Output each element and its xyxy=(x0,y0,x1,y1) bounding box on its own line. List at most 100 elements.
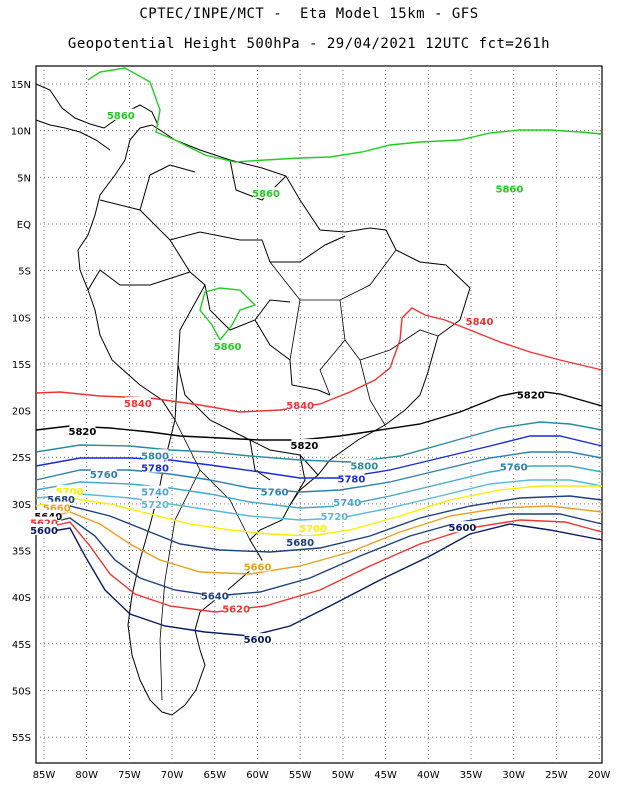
contour-label: 5840 xyxy=(124,399,152,410)
contour-label-bg xyxy=(214,340,241,352)
lat-tick-label: 45S xyxy=(12,640,31,651)
lat-tick-label: 10S xyxy=(12,313,31,324)
contour-label: 5680 xyxy=(47,495,75,506)
contour-label-bg xyxy=(321,509,348,521)
contour-5680 xyxy=(35,495,603,553)
contour-label: 5800 xyxy=(350,462,378,473)
contour-label: 5720 xyxy=(141,500,169,511)
lat-tick-label: 20S xyxy=(12,407,31,418)
map-frame xyxy=(35,65,603,764)
contour-label: 5800 xyxy=(141,451,169,462)
lon-tick-label: 40W xyxy=(417,770,440,781)
lat-tick-label: 5S xyxy=(18,267,31,278)
contour-label-bg xyxy=(253,187,280,199)
lon-tick-label: 70W xyxy=(161,770,184,781)
contour-label-bg xyxy=(517,388,544,400)
lon-tick-label: 45W xyxy=(374,770,397,781)
contour-label-bg xyxy=(351,459,378,471)
contour-label-bg xyxy=(48,493,75,505)
contour-label: 5700 xyxy=(56,487,84,498)
contour-label: 5860 xyxy=(252,189,280,200)
axis-ticks: 85W 80W 75W 70W 65W 60W 55W 50W 45W 40W 35W 30W 25W 2… xyxy=(11,80,611,781)
contour-label-bg xyxy=(31,523,57,535)
contour-label-bg xyxy=(223,602,250,614)
contour-label-bg xyxy=(244,633,271,645)
contour-label-bg xyxy=(449,521,476,533)
contour-label: 5860 xyxy=(214,342,242,353)
contour-label-bg xyxy=(142,497,169,509)
lon-tick-label: 65W xyxy=(203,770,226,781)
lon-tick-label: 60W xyxy=(246,770,269,781)
contour-label-bg xyxy=(338,472,365,484)
contour-label: 5600 xyxy=(30,526,58,537)
contour-5720 xyxy=(35,479,603,521)
contour-label-bg xyxy=(142,461,169,473)
brazil-states xyxy=(269,249,439,426)
lon-tick-label: 85W xyxy=(33,770,56,781)
contour-label-bg xyxy=(43,501,70,513)
contour-5840 xyxy=(35,307,603,413)
contour-label: 5860 xyxy=(107,111,135,122)
southern-cone xyxy=(159,419,251,701)
lon-tick-label: 80W xyxy=(75,770,98,781)
lat-tick-label: 40S xyxy=(12,593,31,604)
contour-label: 5840 xyxy=(286,401,314,412)
contour-label: 5820 xyxy=(517,391,545,402)
contour-label-bg xyxy=(90,467,117,479)
lat-tick-label: 25S xyxy=(12,453,31,464)
lat-tick-label: 30S xyxy=(12,500,31,511)
lat-tick-label: 15S xyxy=(12,360,31,371)
country-borders xyxy=(87,159,346,506)
contour-label-bg xyxy=(334,495,361,507)
contour-5640 xyxy=(35,513,603,597)
lon-tick-label: 25W xyxy=(545,770,568,781)
contour-5780 xyxy=(35,435,603,479)
contour-label-bg xyxy=(496,182,523,194)
contour-5860-interior xyxy=(199,287,257,342)
lon-tick-label: 75W xyxy=(118,770,141,781)
lon-tick-label: 50W xyxy=(332,770,355,781)
contour-label: 5820 xyxy=(69,427,97,438)
contour-5700 xyxy=(35,485,602,537)
contour-label: 5760 xyxy=(500,463,528,474)
coastlines-and-borders xyxy=(35,83,471,716)
contour-label-bg xyxy=(500,460,527,472)
contour-label-bg xyxy=(261,485,288,497)
contour-5620 xyxy=(35,519,603,613)
contour-5800 xyxy=(35,421,603,463)
contour-label-bg xyxy=(56,484,83,496)
contour-5600 xyxy=(35,523,603,637)
contour-label: 5620 xyxy=(222,604,250,615)
contour-label: 5600 xyxy=(449,523,477,534)
lon-tick-label: 55W xyxy=(289,770,312,781)
contour-label: 5740 xyxy=(141,488,169,499)
lon-tick-label: 35W xyxy=(460,770,483,781)
contour-label: 5780 xyxy=(338,475,366,486)
lat-tick-label: 55S xyxy=(12,733,31,744)
lat-tick-label: 15N xyxy=(11,80,31,91)
lat-tick-label: 10N xyxy=(11,127,31,138)
lon-tick-label: 30W xyxy=(502,770,525,781)
map-title-line-2: Geopotential Height 500hPa - 29/04/2021 … xyxy=(67,36,551,52)
contour-label-bg xyxy=(69,425,96,437)
contour-label-bg xyxy=(287,536,314,548)
contour-label-bg xyxy=(124,397,151,409)
contour-label-bg xyxy=(291,439,318,451)
contour-label: 5760 xyxy=(90,470,118,481)
contour-label-bg xyxy=(244,560,271,572)
contour-5660 xyxy=(35,505,603,575)
lat-tick-label: EQ xyxy=(17,220,31,231)
contour-label: 5780 xyxy=(141,463,169,474)
contour-label-bg xyxy=(466,314,493,326)
contour-label: 5640 xyxy=(201,591,229,602)
contour-labels: 5860 5860 5860 5860 5840 5840 5840 5820 5820 5820… xyxy=(30,108,545,646)
lat-lon-grid xyxy=(36,66,602,763)
contour-5820 xyxy=(35,389,603,441)
contour-label: 5660 xyxy=(244,562,272,573)
contour-label: 5760 xyxy=(261,488,289,499)
contour-label: 5740 xyxy=(333,498,361,509)
contour-label: 5820 xyxy=(291,441,319,452)
contour-label-bg xyxy=(287,398,314,410)
contour-label-bg xyxy=(142,449,169,461)
